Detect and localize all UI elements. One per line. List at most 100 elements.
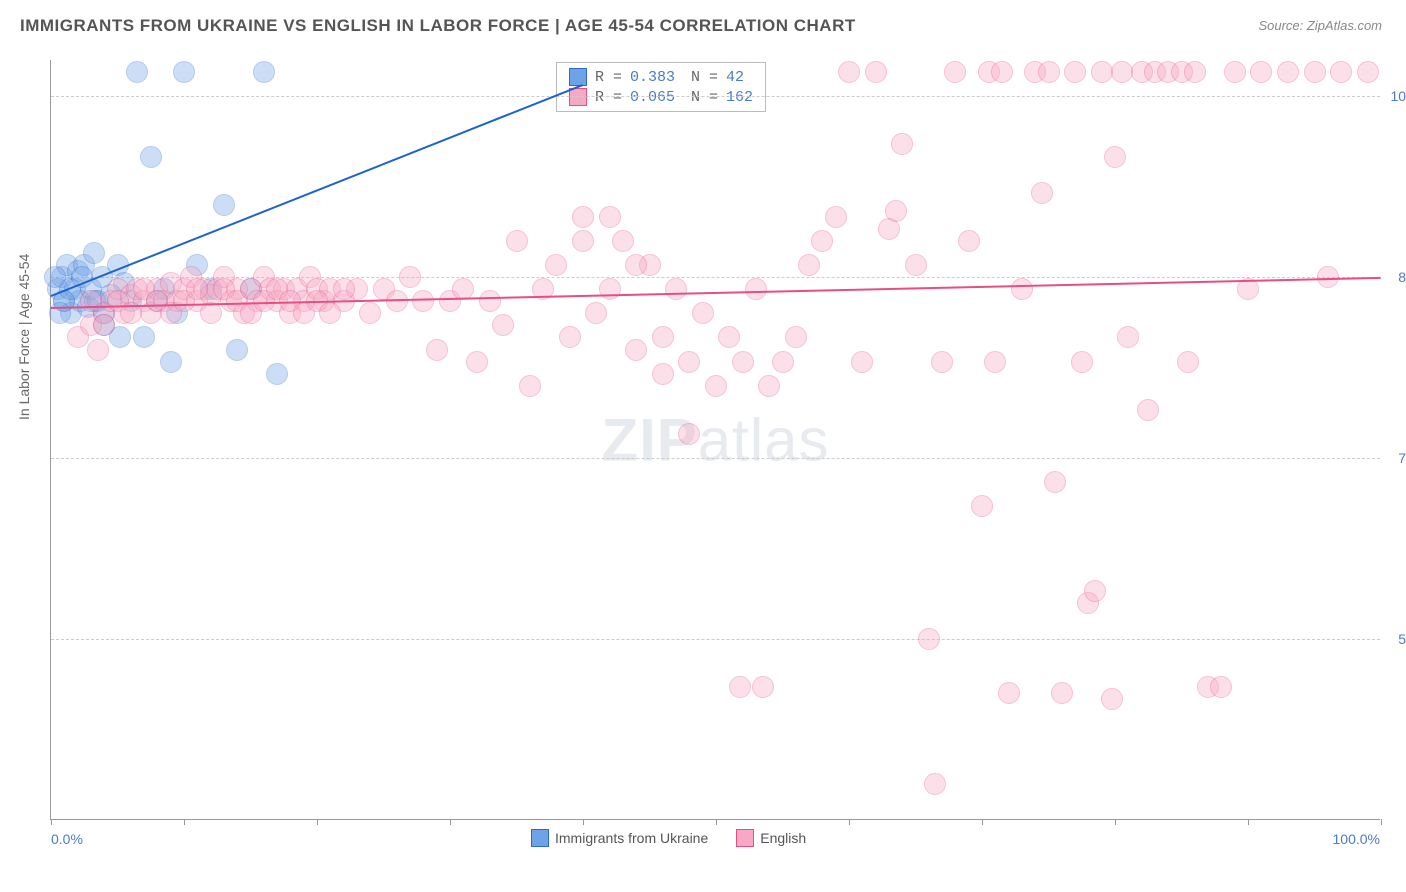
scatter-point	[905, 254, 927, 276]
scatter-point	[266, 363, 288, 385]
scatter-point	[971, 495, 993, 517]
scatter-point	[958, 230, 980, 252]
legend-label: English	[760, 830, 806, 846]
scatter-point	[705, 375, 727, 397]
scatter-point	[811, 230, 833, 252]
scatter-point	[1051, 682, 1073, 704]
scatter-point	[133, 326, 155, 348]
scatter-point	[625, 254, 647, 276]
scatter-point	[1250, 61, 1272, 83]
y-tick-label: 100.0%	[1386, 88, 1406, 104]
watermark: ZIPatlas	[601, 405, 829, 474]
stats-box: R =0.383N = 42R =0.065N =162	[556, 62, 766, 112]
scatter-point	[545, 254, 567, 276]
scatter-point	[479, 290, 501, 312]
trend-line	[51, 84, 584, 297]
scatter-point	[745, 278, 767, 300]
scatter-point	[718, 326, 740, 348]
scatter-point	[918, 628, 940, 650]
scatter-point	[991, 61, 1013, 83]
scatter-point	[1064, 61, 1086, 83]
scatter-point	[1011, 278, 1033, 300]
scatter-point	[359, 302, 381, 324]
gridline	[51, 639, 1380, 640]
stats-row: R =0.383N = 42	[569, 67, 753, 87]
scatter-point	[1117, 326, 1139, 348]
scatter-point	[984, 351, 1006, 373]
scatter-point	[785, 326, 807, 348]
x-tick	[1381, 819, 1382, 825]
y-tick-label: 85.0%	[1386, 269, 1406, 285]
x-tick	[51, 819, 52, 825]
scatter-point	[1330, 61, 1352, 83]
gridline	[51, 96, 1380, 97]
scatter-point	[412, 290, 434, 312]
scatter-point	[466, 351, 488, 373]
legend-swatch	[531, 829, 549, 847]
stats-n-label: N =	[691, 69, 718, 86]
y-axis-label: In Labor Force | Age 45-54	[16, 254, 32, 420]
x-tick	[849, 819, 850, 825]
y-tick-label: 55.0%	[1386, 631, 1406, 647]
scatter-point	[140, 146, 162, 168]
scatter-point	[851, 351, 873, 373]
scatter-point	[333, 278, 355, 300]
scatter-point	[1104, 146, 1126, 168]
scatter-point	[1357, 61, 1379, 83]
scatter-point	[652, 363, 674, 385]
stats-r-value: 0.383	[630, 69, 675, 86]
scatter-point	[226, 339, 248, 361]
scatter-point	[87, 339, 109, 361]
scatter-point	[729, 676, 751, 698]
scatter-point	[160, 351, 182, 373]
scatter-point	[891, 133, 913, 155]
scatter-point	[1071, 351, 1093, 373]
scatter-point	[1091, 61, 1113, 83]
scatter-point	[1101, 688, 1123, 710]
scatter-point	[678, 423, 700, 445]
scatter-point	[213, 194, 235, 216]
x-tick	[716, 819, 717, 825]
scatter-point	[1177, 351, 1199, 373]
scatter-point	[1184, 61, 1206, 83]
scatter-point	[625, 339, 647, 361]
legend-swatch	[736, 829, 754, 847]
stats-swatch	[569, 68, 587, 86]
scatter-point	[931, 351, 953, 373]
scatter-point	[83, 242, 105, 264]
scatter-point	[80, 290, 102, 312]
scatter-point	[173, 61, 195, 83]
scatter-point	[924, 773, 946, 795]
x-axis-min-label: 0.0%	[51, 831, 83, 847]
scatter-point	[93, 314, 115, 336]
scatter-point	[1224, 61, 1246, 83]
scatter-point	[772, 351, 794, 373]
scatter-point	[612, 230, 634, 252]
scatter-point	[1038, 61, 1060, 83]
scatter-point	[885, 200, 907, 222]
x-tick	[317, 819, 318, 825]
scatter-point	[944, 61, 966, 83]
legend: Immigrants from Ukraine English	[531, 829, 806, 847]
scatter-point	[1044, 471, 1066, 493]
scatter-point	[732, 351, 754, 373]
x-tick	[982, 819, 983, 825]
scatter-point	[865, 61, 887, 83]
scatter-point	[506, 230, 528, 252]
legend-item: English	[736, 829, 806, 847]
scatter-point	[1304, 61, 1326, 83]
scatter-point	[825, 206, 847, 228]
legend-item: Immigrants from Ukraine	[531, 829, 708, 847]
scatter-point	[1031, 182, 1053, 204]
scatter-point	[758, 375, 780, 397]
scatter-point	[1277, 61, 1299, 83]
stats-n-value: 42	[726, 69, 744, 86]
scatter-point	[692, 302, 714, 324]
scatter-point	[1084, 580, 1106, 602]
scatter-point	[585, 302, 607, 324]
scatter-point	[998, 682, 1020, 704]
scatter-point	[752, 676, 774, 698]
scatter-point	[599, 278, 621, 300]
scatter-point	[126, 61, 148, 83]
x-tick	[1248, 819, 1249, 825]
